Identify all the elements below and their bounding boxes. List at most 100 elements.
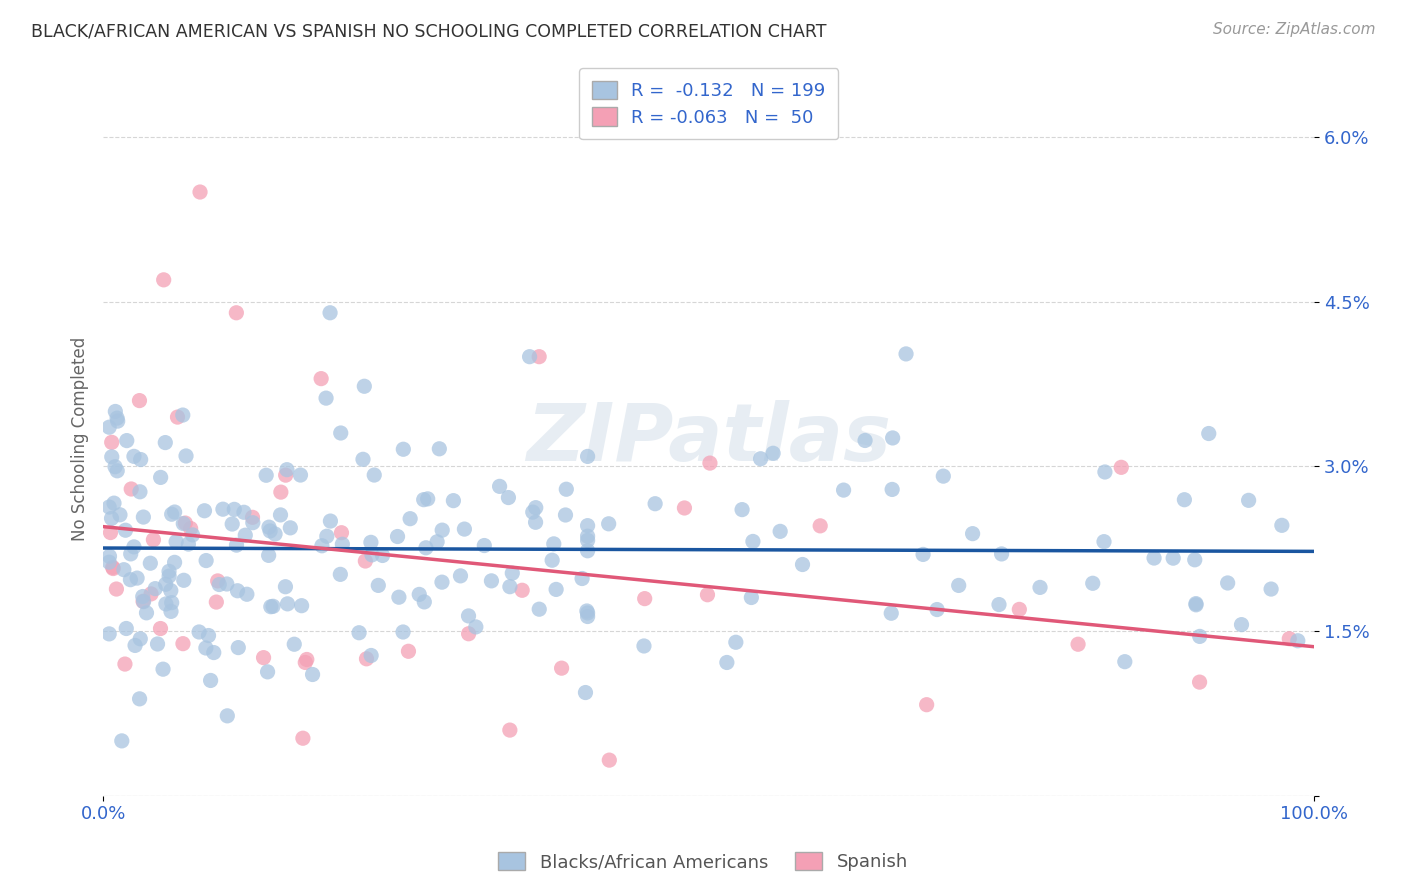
- Point: [202, 646, 225, 660]
- Point: [882, 483, 904, 497]
- Text: Source: ZipAtlas.com: Source: ZipAtlas.com: [1212, 22, 1375, 37]
- Point: [256, 665, 278, 679]
- Point: [257, 549, 280, 563]
- Point: [644, 497, 666, 511]
- Point: [990, 547, 1012, 561]
- Point: [1260, 582, 1282, 596]
- Point: [152, 273, 174, 287]
- Point: [224, 502, 246, 516]
- Point: [236, 587, 259, 601]
- Point: [208, 577, 231, 591]
- Point: [155, 435, 177, 450]
- Point: [294, 656, 316, 670]
- Point: [367, 578, 389, 592]
- Point: [1286, 633, 1309, 648]
- Point: [481, 574, 503, 588]
- Point: [188, 624, 211, 639]
- Point: [550, 661, 572, 675]
- Point: [347, 625, 370, 640]
- Point: [157, 565, 180, 579]
- Point: [501, 566, 523, 581]
- Point: [105, 411, 128, 425]
- Point: [554, 508, 576, 522]
- Point: [1067, 637, 1090, 651]
- Point: [356, 652, 378, 666]
- Point: [472, 539, 495, 553]
- Point: [315, 391, 337, 405]
- Point: [416, 491, 439, 506]
- Point: [100, 435, 122, 450]
- Point: [301, 667, 323, 681]
- Point: [576, 609, 599, 624]
- Point: [740, 591, 762, 605]
- Point: [1094, 465, 1116, 479]
- Point: [311, 539, 333, 553]
- Point: [152, 662, 174, 676]
- Point: [159, 583, 181, 598]
- Point: [225, 538, 247, 552]
- Point: [426, 534, 449, 549]
- Point: [353, 379, 375, 393]
- Point: [274, 468, 297, 483]
- Point: [1198, 426, 1220, 441]
- Point: [155, 597, 177, 611]
- Point: [716, 656, 738, 670]
- Point: [270, 508, 292, 522]
- Point: [260, 599, 283, 614]
- Point: [543, 537, 565, 551]
- Point: [413, 595, 436, 609]
- Point: [135, 606, 157, 620]
- Point: [415, 541, 437, 555]
- Point: [101, 560, 124, 574]
- Point: [193, 504, 215, 518]
- Point: [98, 549, 121, 564]
- Point: [488, 479, 510, 493]
- Point: [149, 622, 172, 636]
- Point: [115, 622, 138, 636]
- Point: [731, 502, 754, 516]
- Point: [915, 698, 938, 712]
- Point: [371, 549, 394, 563]
- Point: [329, 567, 352, 582]
- Point: [932, 469, 955, 483]
- Point: [853, 434, 876, 448]
- Point: [576, 450, 599, 464]
- Point: [291, 599, 314, 613]
- Point: [309, 371, 332, 385]
- Legend: R =  -0.132   N = 199, R = -0.063   N =  50: R = -0.132 N = 199, R = -0.063 N = 50: [579, 68, 838, 139]
- Point: [195, 553, 218, 567]
- Point: [450, 569, 472, 583]
- Point: [132, 590, 155, 604]
- Text: BLACK/AFRICAN AMERICAN VS SPANISH NO SCHOOLING COMPLETED CORRELATION CHART: BLACK/AFRICAN AMERICAN VS SPANISH NO SCH…: [31, 22, 827, 40]
- Point: [329, 425, 352, 440]
- Point: [1230, 617, 1253, 632]
- Point: [673, 500, 696, 515]
- Point: [122, 540, 145, 554]
- Point: [122, 450, 145, 464]
- Point: [100, 450, 122, 464]
- Point: [633, 639, 655, 653]
- Point: [132, 594, 155, 608]
- Point: [1029, 581, 1052, 595]
- Point: [576, 606, 599, 620]
- Point: [387, 529, 409, 543]
- Point: [519, 350, 541, 364]
- Point: [139, 556, 162, 570]
- Point: [107, 414, 129, 428]
- Point: [188, 185, 211, 199]
- Point: [276, 463, 298, 477]
- Point: [360, 648, 382, 663]
- Point: [242, 516, 264, 530]
- Point: [576, 529, 599, 543]
- Point: [762, 446, 785, 460]
- Point: [173, 574, 195, 588]
- Point: [252, 650, 274, 665]
- Point: [177, 537, 200, 551]
- Point: [392, 625, 415, 640]
- Y-axis label: No Schooling Completed: No Schooling Completed: [72, 337, 89, 541]
- Point: [1114, 655, 1136, 669]
- Point: [157, 569, 180, 583]
- Point: [163, 505, 186, 519]
- Point: [832, 483, 855, 497]
- Point: [128, 691, 150, 706]
